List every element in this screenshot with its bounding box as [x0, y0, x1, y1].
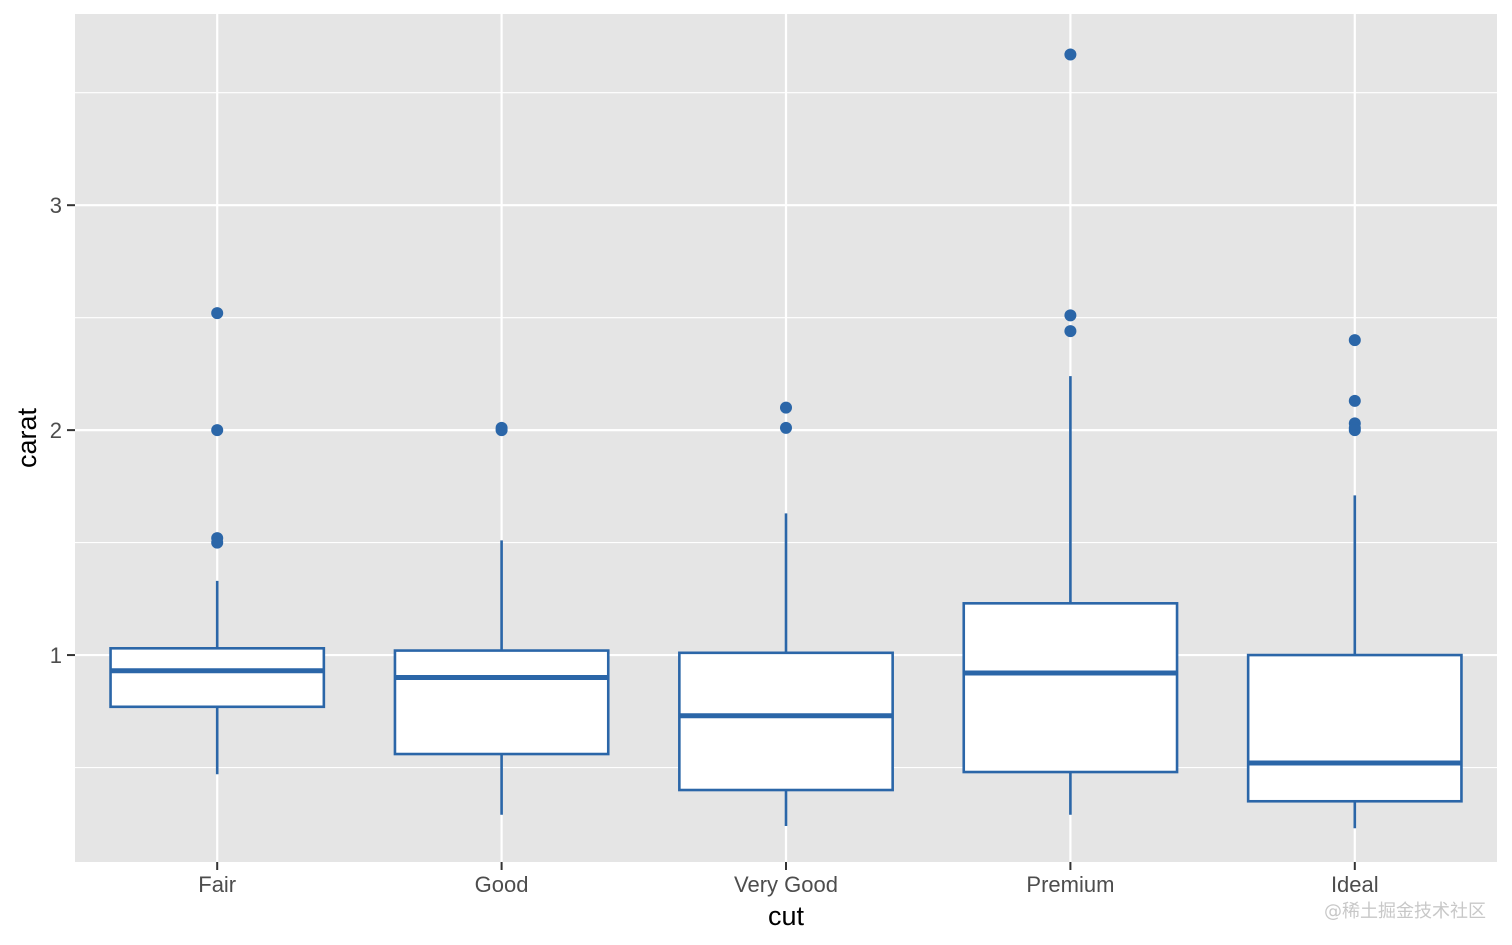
y-tick-label: 1: [50, 643, 62, 668]
outlier-point: [211, 424, 224, 437]
box-body: [962, 602, 1179, 774]
x-axis: Fair Good Very Good Premium Ideal: [198, 862, 1379, 897]
box-very-good: [678, 401, 894, 827]
outlier-point: [1348, 424, 1361, 437]
box-body: [393, 649, 610, 756]
outlier-point: [1064, 309, 1077, 322]
outlier-point: [780, 421, 792, 434]
x-axis-title: cut: [768, 901, 805, 931]
x-tick-label: Premium: [1026, 872, 1114, 897]
watermark: @稀土掘金技术社区: [1324, 901, 1486, 922]
box-premium: [962, 48, 1179, 815]
box-body: [678, 651, 894, 792]
y-axis: 1 2 3: [50, 193, 75, 668]
y-tick-label: 2: [50, 418, 62, 443]
outlier-point: [780, 401, 792, 414]
outlier-point: [211, 536, 224, 549]
x-tick-label: Fair: [198, 872, 236, 897]
box-good: [393, 421, 610, 815]
outlier-point: [211, 307, 224, 320]
y-axis-title: carat: [12, 407, 42, 468]
x-tick-label: Very Good: [734, 872, 838, 897]
box-body: [1246, 653, 1463, 803]
box-fair: [109, 307, 326, 775]
outlier-point: [1348, 394, 1361, 407]
boxes-layer: [109, 48, 1463, 829]
x-tick-label: Good: [475, 872, 529, 897]
y-tick-label: 3: [50, 193, 62, 218]
x-tick-label: Ideal: [1331, 872, 1379, 897]
outlier-point: [495, 424, 508, 437]
outlier-point: [1064, 325, 1077, 338]
box-ideal: [1246, 334, 1463, 829]
outlier-point: [1348, 334, 1361, 347]
box-body: [109, 647, 326, 709]
outlier-point: [1064, 48, 1077, 61]
